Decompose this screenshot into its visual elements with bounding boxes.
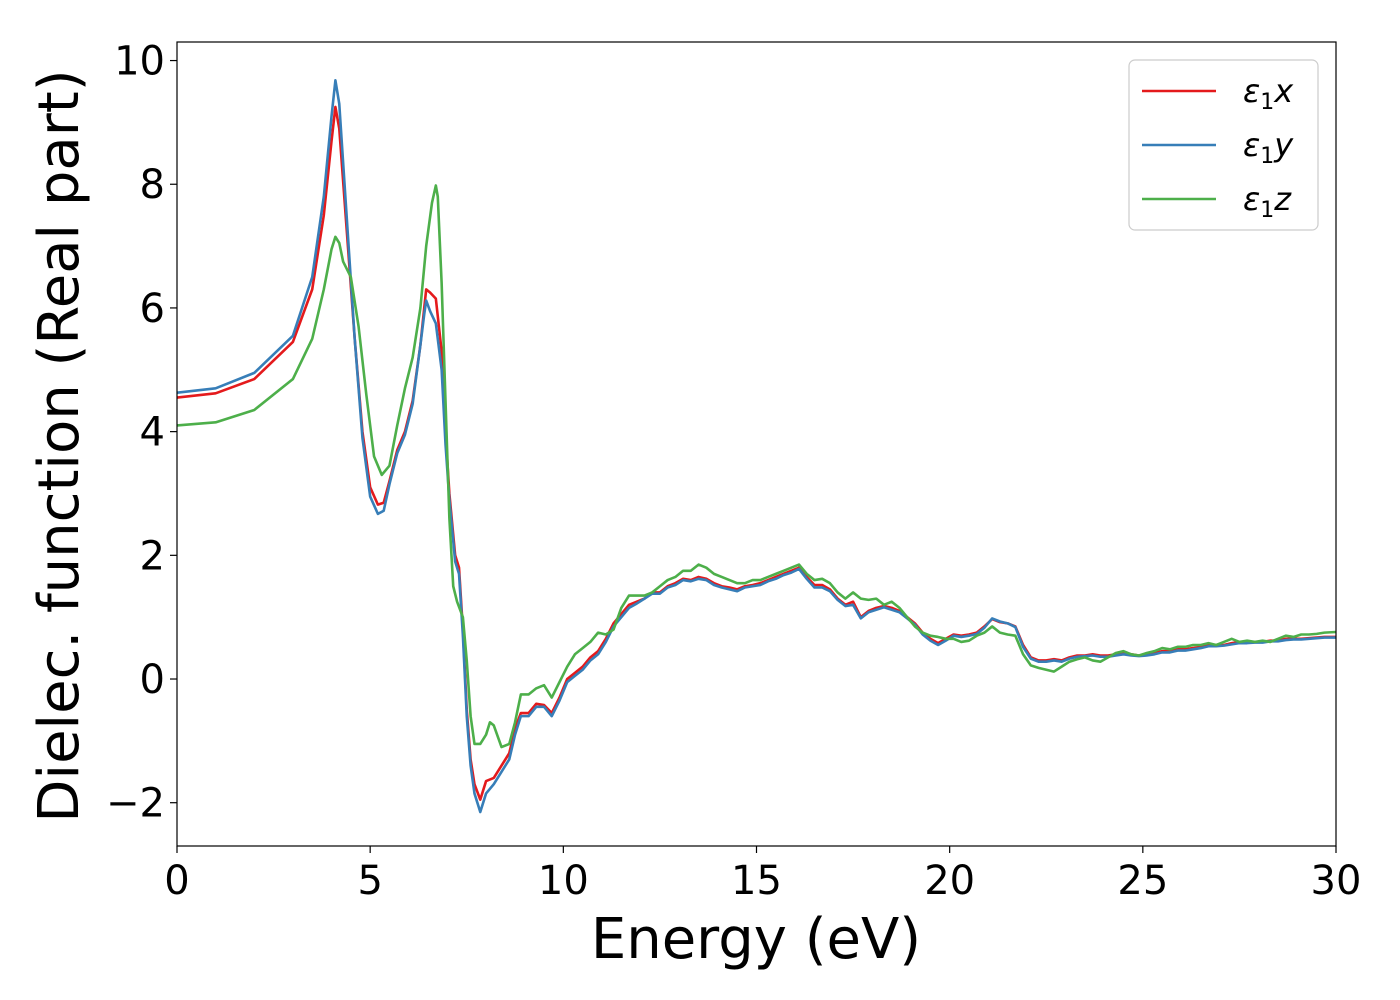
series-line-y [177, 79, 1336, 814]
legend-box [1128, 59, 1319, 231]
legend: ε1x ε1y ε1z [1128, 59, 1319, 231]
y-tick-label: 0 [140, 657, 165, 703]
y-tick-label: 2 [140, 533, 165, 579]
y-axis-ticks: −2 0 2 4 6 8 10 [106, 39, 177, 827]
x-axis-label: Energy (eV) [591, 907, 921, 972]
y-tick-label: 8 [140, 162, 165, 208]
x-axis-ticks: 0 5 10 15 20 25 30 [164, 846, 1361, 904]
legend-label-x: ε1x [1243, 72, 1294, 115]
x-tick-label: 15 [731, 858, 782, 904]
x-tick-label: 0 [164, 858, 189, 904]
x-tick-label: 5 [357, 858, 382, 904]
series-line-z [177, 184, 1336, 749]
x-tick-label: 25 [1117, 858, 1168, 904]
x-tick-label: 10 [538, 858, 589, 904]
legend-label-z: ε1z [1243, 180, 1292, 223]
y-tick-label: 6 [140, 286, 165, 332]
y-tick-label: −2 [106, 781, 165, 827]
legend-label-y: ε1y [1243, 126, 1294, 169]
y-axis-label: Dielec. function (Real part) [27, 69, 92, 822]
x-tick-label: 30 [1311, 858, 1362, 904]
series-layer [177, 79, 1336, 814]
y-tick-label: 10 [114, 39, 165, 85]
y-tick-label: 4 [140, 410, 165, 456]
x-tick-label: 20 [924, 858, 975, 904]
